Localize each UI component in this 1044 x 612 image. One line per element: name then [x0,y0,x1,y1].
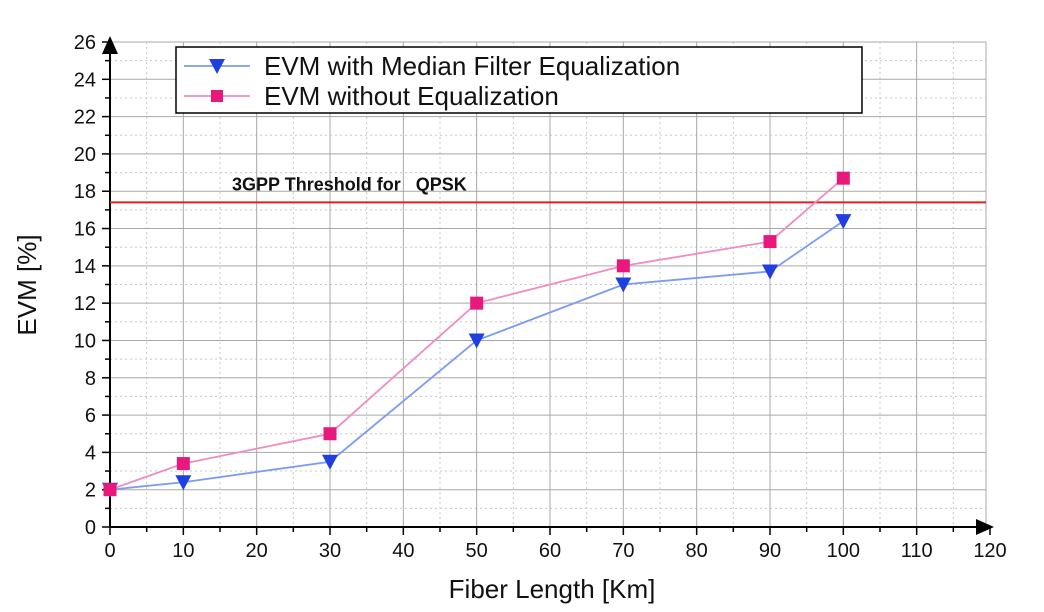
x-tick-label: 120 [973,540,1006,562]
y-tick-label: 8 [85,368,96,390]
data-point-triangle [468,333,485,349]
legend-box [175,46,863,114]
y-tick-label: 2 [85,480,96,502]
x-tick-label: 60 [539,540,561,562]
y-tick-label: 18 [74,181,96,203]
x-axis-title: Fiber Length [Km] [449,574,656,604]
data-point-triangle [762,264,778,280]
legend-marker-square [211,90,223,102]
x-tick-label: 30 [319,540,341,562]
x-tick-label: 110 [901,540,933,562]
x-axis-arrow-icon [976,519,994,535]
series-group [102,171,852,498]
x-tick-label: 50 [466,540,488,562]
y-tick-label: 20 [74,144,96,166]
axes [102,36,994,535]
legend-label-0: EVM with Median Filter Equalization [264,51,680,81]
y-axis-title: EVM [%] [12,234,42,335]
x-tick-label: 10 [172,540,194,562]
y-tick-label: 10 [74,330,96,352]
data-point-square [763,235,777,249]
x-tick-label: 80 [686,540,708,562]
legend-label-1: EVM without Equalization [264,81,559,111]
data-point-square [176,457,190,471]
threshold-label: 3GPP Threshold for QPSK [232,174,467,194]
y-tick-label: 14 [74,256,96,278]
y-tick-label: 16 [74,219,96,241]
data-point-square [836,171,850,185]
threshold-line-group: 3GPP Threshold for QPSK [110,174,986,204]
y-tick-label: 0 [85,517,96,539]
data-point-square [616,259,630,273]
axis-titles: Fiber Length [Km] EVM [%] [12,234,655,604]
y-tick-label: 6 [85,405,96,427]
y-tick-label: 12 [74,293,96,315]
data-point-square [103,483,117,497]
y-tick-label: 24 [74,69,96,91]
x-tick-label: 40 [392,540,414,562]
x-tick-label: 90 [759,540,781,562]
data-point-triangle [175,475,192,491]
legend-marker-triangle [209,59,225,74]
data-point-triangle [322,454,338,470]
x-tick-label: 70 [612,540,634,562]
data-point-square [323,427,337,441]
y-tick-label: 26 [74,32,96,54]
x-tick-label: 0 [104,540,115,562]
data-point-triangle [835,214,852,230]
y-tick-label: 4 [85,442,96,464]
y-axis-arrow-icon [102,36,118,54]
x-tick-label: 100 [827,540,860,562]
data-point-square [470,296,484,310]
data-point-triangle [615,277,632,293]
y-tick-label: 22 [74,107,96,129]
x-tick-label: 20 [246,540,268,562]
